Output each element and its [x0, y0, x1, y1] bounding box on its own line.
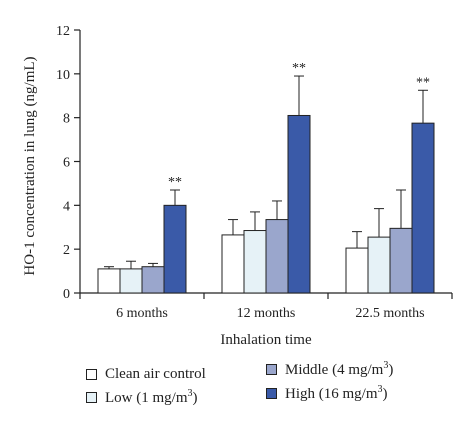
legend-swatch — [266, 364, 277, 375]
bar — [411, 122, 435, 294]
bar — [163, 204, 187, 294]
bar — [97, 268, 121, 294]
legend: Clean air control Middle (4 mg/m3) Low (… — [86, 358, 466, 424]
bar — [389, 227, 413, 294]
y-tick-label: 8 — [63, 112, 70, 127]
bar — [287, 114, 311, 294]
bar-chart: 0 2 4 6 8 10 12 6 months 12 months 22.5 months *… — [22, 24, 453, 348]
legend-item-clean-air: Clean air control — [86, 366, 206, 383]
legend-swatch — [266, 388, 277, 399]
x-axis-title: Inhalation time — [220, 332, 312, 348]
y-tick-label: 12 — [56, 24, 70, 39]
bar — [119, 268, 143, 294]
significance-label: ** — [292, 61, 306, 76]
y-axis: 0 2 4 6 8 10 12 — [56, 24, 81, 302]
x-tick-label: 12 months — [237, 306, 296, 321]
bar — [141, 266, 165, 294]
y-tick-label: 4 — [63, 199, 70, 214]
significance-label: ** — [168, 175, 182, 190]
legend-label: Middle (4 mg/m3) — [285, 360, 394, 378]
significance-label: ** — [416, 75, 430, 90]
y-tick-label: 0 — [63, 287, 70, 302]
y-tick-label: 6 — [63, 156, 70, 171]
legend-label: High (16 mg/m3) — [285, 384, 388, 402]
y-tick-label: 10 — [56, 68, 70, 83]
legend-item-middle: Middle (4 mg/m3) — [266, 360, 393, 379]
bar — [243, 230, 267, 294]
bar — [367, 236, 391, 294]
legend-swatch — [86, 392, 97, 403]
legend-label: Clean air control — [105, 366, 206, 382]
bars-group: ** ** ** — [97, 61, 435, 294]
y-axis-title: HO-1 concentration in lung (ng/mL) — [22, 56, 38, 275]
legend-swatch — [86, 369, 97, 380]
legend-label: Low (1 mg/m3) — [105, 388, 198, 406]
legend-item-low: Low (1 mg/m3) — [86, 388, 198, 407]
y-tick-label: 2 — [63, 243, 70, 258]
x-tick-label: 22.5 months — [355, 306, 424, 321]
x-axis: 6 months 12 months 22.5 months — [79, 292, 453, 321]
bar — [345, 247, 369, 294]
bar — [221, 234, 245, 294]
legend-item-high: High (16 mg/m3) — [266, 384, 388, 403]
bar — [265, 219, 289, 294]
x-tick-label: 6 months — [116, 306, 168, 321]
